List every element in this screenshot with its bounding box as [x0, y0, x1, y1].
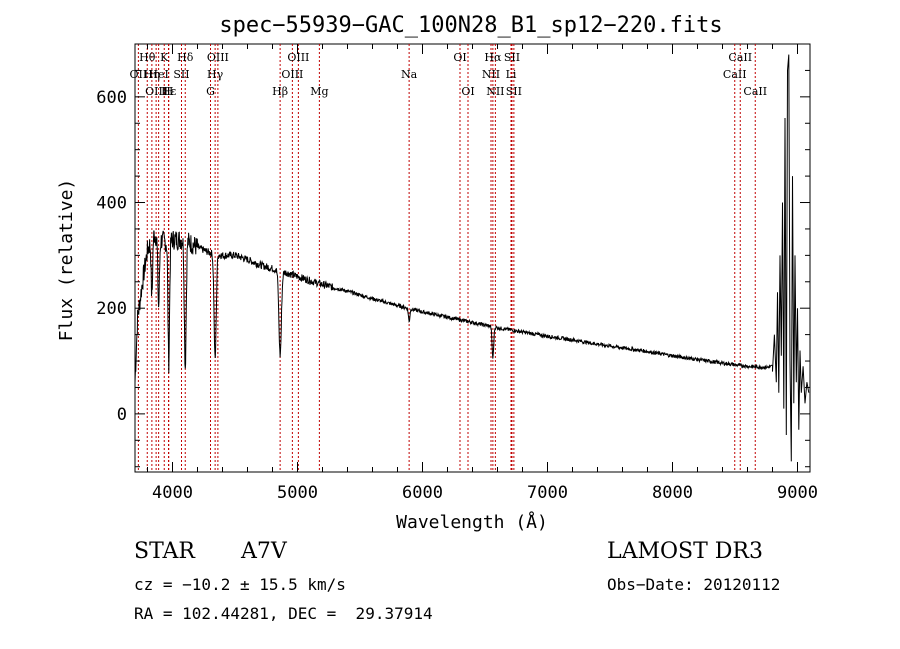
spectrum-trace — [134, 54, 810, 462]
line-label: HeI — [148, 68, 168, 81]
line-label: SII — [506, 85, 522, 98]
coordinates-readout: RA = 102.44281, DEC = 29.37914 — [134, 604, 433, 623]
line-label: NII — [486, 85, 504, 98]
line-label: OIII — [145, 85, 167, 98]
x-tick-label: 7000 — [527, 483, 568, 503]
line-label: SII — [504, 51, 520, 64]
line-label: OI — [453, 51, 466, 64]
line-label: Na — [401, 68, 418, 81]
line-label: OIII — [207, 51, 229, 64]
line-label: OI — [461, 85, 474, 98]
y-axis-label: Flux (relative) — [56, 179, 77, 342]
velocity-readout: cz = −10.2 ± 15.5 km/s — [134, 575, 346, 594]
axis-ticks: 4000 5000 6000 7000 8000 9000 0 200 400 600 — [96, 43, 818, 503]
line-label: OIII — [287, 51, 309, 64]
x-tick-label: 8000 — [652, 483, 693, 503]
line-label: K — [160, 51, 169, 64]
line-label: CaII — [723, 68, 747, 81]
object-class: STAR — [134, 539, 195, 564]
line-label: SII — [173, 68, 189, 81]
x-tick-label: 5000 — [277, 483, 318, 503]
spectrum-line — [134, 54, 810, 462]
line-label: Hη — [144, 68, 160, 81]
x-axis-label: Wavelength (Å) — [396, 511, 548, 533]
line-label: Hβ — [272, 85, 288, 98]
line-label: H — [164, 85, 174, 98]
line-label: Hθ — [139, 51, 156, 64]
chart-title: spec−55939−GAC_100N28_B1_sp12−220.fits — [219, 13, 722, 38]
survey-name: LAMOST DR3 — [607, 539, 763, 564]
y-tick-label: 600 — [96, 88, 127, 108]
line-label: G — [206, 85, 215, 98]
line-label: Hγ — [207, 68, 224, 81]
line-label: Hδ — [177, 51, 194, 64]
emission-line-markers — [137, 44, 756, 472]
line-label: CaII — [743, 85, 767, 98]
y-tick-label: 0 — [117, 405, 127, 425]
line-label: Li — [506, 68, 517, 81]
line-label: CaII — [728, 51, 752, 64]
line-label: Mg — [310, 85, 328, 98]
line-label: OII — [130, 68, 148, 81]
x-tick-label: 6000 — [402, 483, 443, 503]
y-tick-label: 200 — [96, 299, 127, 319]
line-label: OIII — [281, 68, 303, 81]
line-label: Hα — [484, 51, 502, 64]
observation-date: Obs−Date: 20120112 — [607, 575, 781, 594]
x-tick-label: 4000 — [152, 483, 193, 503]
spectral-subclass: A7V — [241, 539, 287, 564]
plot-frame — [134, 43, 811, 473]
line-label: NII — [482, 68, 500, 81]
x-tick-label: 9000 — [777, 483, 818, 503]
y-tick-label: 400 — [96, 194, 127, 214]
line-label: Hε — [161, 85, 177, 98]
